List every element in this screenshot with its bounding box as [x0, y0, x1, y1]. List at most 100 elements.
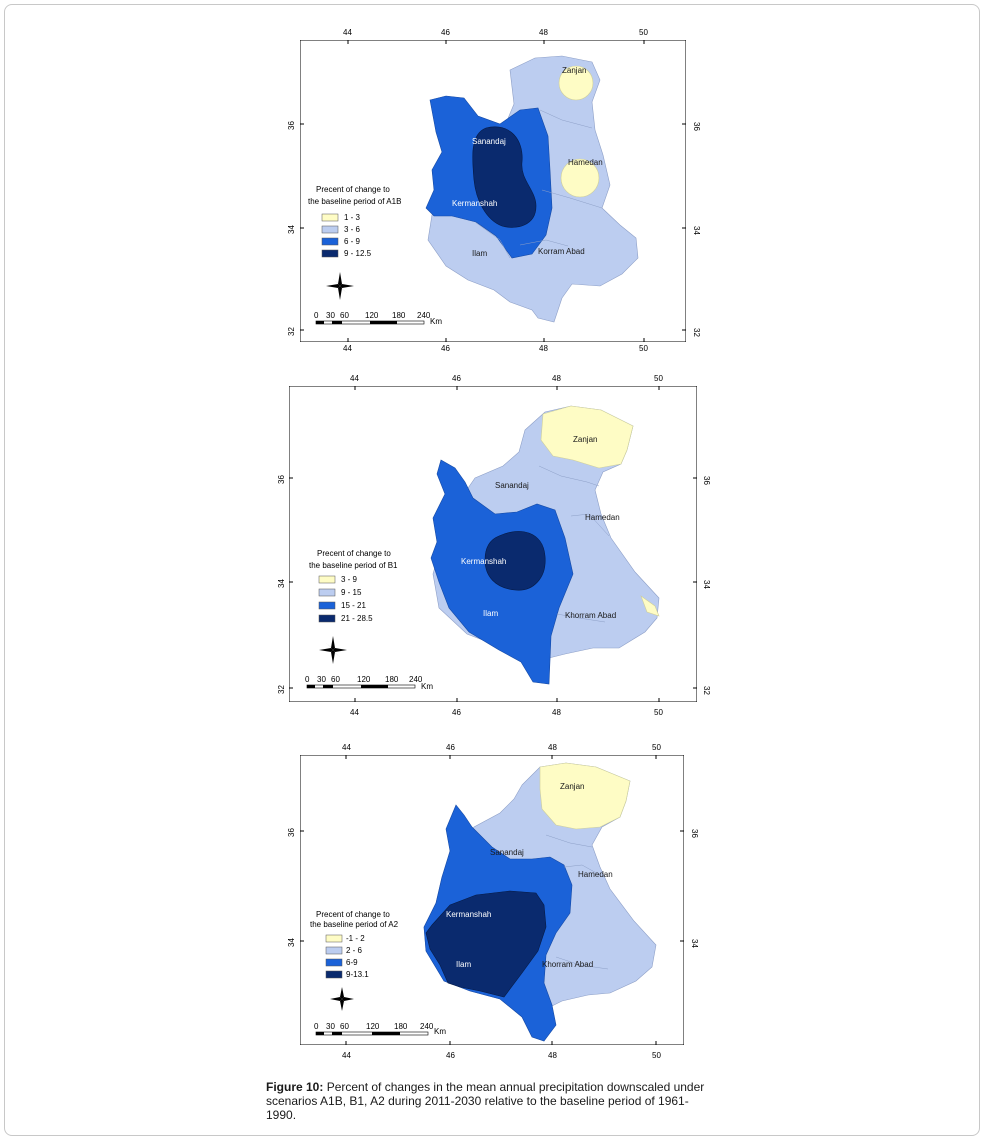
region-label: Kermanshah: [452, 199, 497, 208]
legend-swatch: [325, 946, 343, 955]
legend: Precent of change to the baseline period…: [309, 549, 398, 623]
tick-label: 32: [277, 685, 286, 694]
region-label: Zanjan: [560, 782, 584, 791]
province-borders: [474, 109, 603, 259]
map-a2: Zanjan Sanandaj Hamedan Kermanshah Ilam …: [300, 755, 684, 1045]
scale-label: 180: [392, 311, 406, 320]
scale-label: 60: [340, 1022, 349, 1031]
scale-label: 60: [340, 311, 349, 320]
legend-class: 6 - 9: [344, 237, 361, 246]
tick-label: 50: [654, 374, 663, 383]
legend-swatch: [318, 588, 336, 597]
axis-ticks: [300, 755, 684, 1045]
map-a1b: Zanjan Sanandaj Hamedan Kermanshah Ilam …: [300, 40, 686, 342]
legend-title: Precent of change to: [317, 549, 391, 558]
legend-title: the baseline period of A2: [310, 920, 399, 929]
region-label: Sanandaj: [495, 481, 529, 490]
legend-swatch: [325, 958, 343, 967]
scale-label: 30: [326, 311, 335, 320]
scale-label: 120: [365, 311, 379, 320]
tick-label: 32: [287, 327, 296, 336]
map-b1: Zanjan Sanandaj Hamedan Kermanshah Ilam …: [289, 386, 697, 702]
north-arrow-icon: [319, 636, 347, 664]
north-arrow-icon: [330, 987, 354, 1011]
map-a2-tick-labels: 44 46 48 50 44 46 48 50 36 34 36 34: [287, 743, 699, 1060]
legend-class: 2 - 6: [346, 946, 363, 955]
legend-class: 21 - 28.5: [341, 614, 373, 623]
legend-swatch: [321, 237, 339, 246]
region-label: Korram Abad: [538, 247, 585, 256]
legend-title: Precent of change to: [316, 910, 390, 919]
class-9-12-zone: [472, 126, 537, 228]
tick-label: 34: [277, 579, 286, 588]
region-label: Zanjan: [562, 66, 586, 75]
tick-label: 48: [539, 344, 548, 353]
figure-caption: Figure 10: Percent of changes in the mea…: [266, 1080, 718, 1122]
region-label: Hamedan: [568, 158, 603, 167]
legend-class: 1 - 3: [344, 213, 361, 222]
province-borders: [545, 834, 609, 970]
southeast-zone: [640, 595, 660, 617]
region-label: Kermanshah: [446, 910, 491, 919]
class-9-13-zone: [425, 890, 547, 998]
region-label: Khorram Abad: [542, 960, 593, 969]
tick-label: 36: [692, 122, 701, 131]
tick-label: 44: [342, 1051, 351, 1060]
region-label: Ilam: [456, 960, 471, 969]
legend-class: 9 - 15: [341, 588, 362, 597]
scale-label: 30: [326, 1022, 335, 1031]
map-a1b-svg: Zanjan Sanandaj Hamedan Kermanshah Ilam …: [300, 40, 686, 342]
legend: Precent of change to the baseline period…: [308, 185, 401, 258]
province-shapes: [430, 405, 660, 685]
legend-class: 9 - 12.5: [344, 249, 372, 258]
tick-label: 50: [654, 708, 663, 717]
scale-label: 120: [357, 675, 371, 684]
scale-bar: 0 30 60 120 180 240 Km: [314, 311, 442, 326]
map-a1b-tick-labels: 44 46 48 50 44 46 48 50 36 34 32 36 34 3…: [287, 28, 701, 353]
scale-label: 0: [305, 675, 310, 684]
legend-swatch: [318, 575, 336, 584]
scale-label: 180: [385, 675, 399, 684]
region-label: Sanandaj: [490, 848, 524, 857]
scale-bar: 0 30 60 120 180 240 Km: [305, 675, 433, 691]
tick-label: 46: [452, 708, 461, 717]
region-label: Hamedan: [585, 513, 620, 522]
tick-label: 36: [690, 829, 699, 838]
tick-label: 34: [690, 939, 699, 948]
scale-label: 0: [314, 311, 319, 320]
axis-ticks: [300, 40, 686, 342]
zanjan-circle: [558, 65, 594, 101]
legend-swatch: [325, 970, 343, 979]
hamedan-circle: [560, 158, 600, 198]
tick-label: 48: [548, 743, 557, 752]
legend-class: -1 - 2: [346, 934, 365, 943]
scale-label: 240: [417, 311, 431, 320]
tick-label: 36: [287, 121, 296, 130]
scale-unit: Km: [434, 1027, 446, 1036]
region-label: Sanandaj: [472, 137, 506, 146]
tick-label: 32: [702, 686, 711, 695]
legend-title: the baseline period of A1B: [308, 197, 401, 206]
zanjan-zone: [540, 405, 634, 469]
tick-label: 48: [539, 28, 548, 37]
scale-unit: Km: [421, 682, 433, 691]
tick-label: 46: [446, 1051, 455, 1060]
legend-title: Precent of change to: [316, 185, 390, 194]
legend-swatch: [318, 601, 336, 610]
tick-label: 44: [343, 28, 352, 37]
region-label: Ilam: [472, 249, 487, 258]
tick-label: 44: [350, 708, 359, 717]
tick-label: 44: [342, 743, 351, 752]
tick-label: 32: [692, 328, 701, 337]
tick-label: 46: [441, 344, 450, 353]
region-label: Ilam: [483, 609, 498, 618]
tick-label: 46: [452, 374, 461, 383]
tick-label: 48: [552, 374, 561, 383]
map-b1-tick-labels: 44 46 48 50 44 46 48 50 36 34 32 36 34 3…: [277, 374, 711, 717]
tick-label: 44: [343, 344, 352, 353]
legend-class: 6-9: [346, 958, 358, 967]
region-label: Kermanshah: [461, 557, 506, 566]
tick-label: 50: [639, 344, 648, 353]
region-label: Hamedan: [578, 870, 613, 879]
tick-label: 34: [702, 580, 711, 589]
